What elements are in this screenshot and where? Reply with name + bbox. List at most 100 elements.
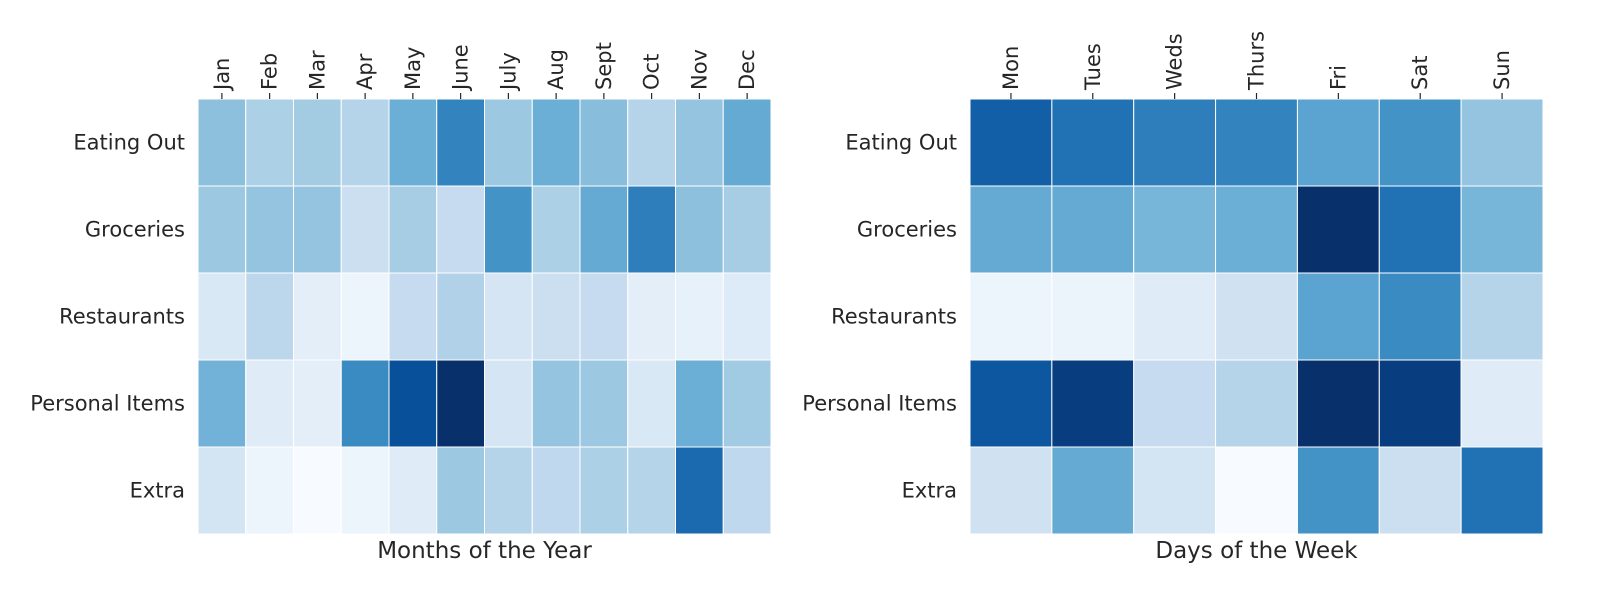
heatmap-cell-groceries-june bbox=[436, 185, 485, 274]
heatmap-cell-restaurants-may bbox=[388, 272, 438, 361]
x-tick-label-mon: Mon bbox=[999, 46, 1023, 90]
heatmap-cell-extra-tues bbox=[1051, 446, 1135, 535]
heatmap-cell-eating-out-thurs bbox=[1215, 98, 1298, 187]
heatmap-cell-personal-items-sept bbox=[579, 359, 629, 448]
heatmap-cell-personal-items-weds bbox=[1133, 359, 1217, 448]
y-tick-label-groceries: Groceries bbox=[857, 218, 957, 242]
heatmap-months-panel: Jan Feb Mar Apr May June July Aug Sept Oct Nov Dec E… bbox=[30, 42, 772, 564]
x-tick-label-thurs: Thurs bbox=[1245, 31, 1269, 91]
heatmap-cell-groceries-sept bbox=[579, 185, 629, 274]
heatmap-cell-extra-july bbox=[484, 446, 533, 535]
heatmap-cell-groceries-dec bbox=[722, 185, 772, 274]
x-tick-label-jan: Jan bbox=[210, 58, 234, 92]
heatmap-cell-personal-items-aug bbox=[531, 359, 581, 448]
heatmap-cell-eating-out-july bbox=[484, 98, 533, 187]
heatmap-cell-restaurants-sept bbox=[579, 272, 629, 361]
x-tick-label-fri: Fri bbox=[1326, 65, 1350, 90]
x-tick-label-weds: Weds bbox=[1163, 33, 1187, 90]
y-tick-label-extra: Extra bbox=[902, 479, 957, 503]
heatmap-cell-personal-items-fri bbox=[1296, 359, 1380, 448]
x-tick-label-sept: Sept bbox=[592, 42, 616, 90]
heatmap-cell-groceries-weds bbox=[1133, 185, 1217, 274]
heatmap-cell-extra-jan bbox=[197, 446, 247, 535]
heatmap-cell-personal-items-sun bbox=[1460, 359, 1544, 448]
heatmap-cell-extra-feb bbox=[245, 446, 294, 535]
y-tick-label-personal-items: Personal Items bbox=[30, 392, 185, 416]
heatmap-cell-restaurants-mar bbox=[293, 272, 342, 361]
heatmap-cell-groceries-july bbox=[484, 185, 533, 274]
heatmap-cell-groceries-fri bbox=[1296, 185, 1380, 274]
y-tick-label-restaurants: Restaurants bbox=[59, 305, 185, 329]
heatmap-cell-eating-out-sept bbox=[579, 98, 629, 187]
heatmap-cell-restaurants-fri bbox=[1296, 272, 1380, 361]
heatmap-cell-personal-items-mon bbox=[969, 359, 1053, 448]
heatmap-cell-eating-out-aug bbox=[531, 98, 581, 187]
heatmap-cell-extra-aug bbox=[531, 446, 581, 535]
heatmap-cell-groceries-sun bbox=[1460, 185, 1544, 274]
heatmap-cell-groceries-tues bbox=[1051, 185, 1135, 274]
y-tick-label-extra: Extra bbox=[130, 479, 185, 503]
x-tick-label-dec: Dec bbox=[735, 49, 759, 90]
heatmap-cell-eating-out-sat bbox=[1378, 98, 1462, 187]
heatmap-cell-groceries-may bbox=[388, 185, 438, 274]
heatmap-cell-personal-items-oct bbox=[627, 359, 676, 448]
heatmap-cell-extra-june bbox=[436, 446, 485, 535]
heatmap-cell-eating-out-oct bbox=[627, 98, 676, 187]
x-axis-label-months: Months of the Year bbox=[377, 538, 592, 564]
heatmap-cell-restaurants-mon bbox=[969, 272, 1053, 361]
heatmap-cell-extra-sun bbox=[1460, 446, 1544, 535]
heatmap-days-panel: Mon Tues Weds Thurs Fri Sat Sun Eating Out Groce… bbox=[802, 31, 1544, 564]
heatmap-cell-groceries-mar bbox=[293, 185, 342, 274]
heatmap-cell-extra-nov bbox=[675, 446, 724, 535]
heatmap-cell-eating-out-jan bbox=[197, 98, 247, 187]
heatmap-cell-extra-oct bbox=[627, 446, 676, 535]
heatmap-cell-extra-weds bbox=[1133, 446, 1217, 535]
heatmap-cell-extra-may bbox=[388, 446, 438, 535]
heatmap-cell-restaurants-dec bbox=[722, 272, 772, 361]
heatmap-cell-extra-dec bbox=[722, 446, 772, 535]
heatmap-cell-eating-out-june bbox=[436, 98, 485, 187]
x-tick-label-aug: Aug bbox=[544, 49, 568, 90]
heatmap-cell-eating-out-mar bbox=[293, 98, 342, 187]
heatmap-cell-personal-items-mar bbox=[293, 359, 342, 448]
heatmap-cell-personal-items-tues bbox=[1051, 359, 1135, 448]
x-tick-label-oct: Oct bbox=[640, 54, 664, 90]
x-tick-label-tues: Tues bbox=[1081, 43, 1105, 91]
x-tick-label-sun: Sun bbox=[1490, 50, 1514, 90]
heatmap-cell-restaurants-weds bbox=[1133, 272, 1217, 361]
heatmap-cell-extra-thurs bbox=[1215, 446, 1298, 535]
heatmap-cell-restaurants-feb bbox=[245, 272, 294, 361]
heatmap-cell-groceries-feb bbox=[245, 185, 294, 274]
x-tick-label-nov: Nov bbox=[687, 49, 711, 90]
heatmap-cell-groceries-jan bbox=[197, 185, 247, 274]
heatmap-cell-restaurants-thurs bbox=[1215, 272, 1298, 361]
heatmap-cell-eating-out-weds bbox=[1133, 98, 1217, 187]
heatmap-cell-eating-out-feb bbox=[245, 98, 294, 187]
heatmap-cell-extra-apr bbox=[340, 446, 390, 535]
y-tick-label-personal-items: Personal Items bbox=[802, 392, 957, 416]
heatmap-cell-restaurants-oct bbox=[627, 272, 676, 361]
heatmap-cell-extra-mon bbox=[969, 446, 1053, 535]
heatmap-cell-restaurants-tues bbox=[1051, 272, 1135, 361]
heatmap-cell-eating-out-may bbox=[388, 98, 438, 187]
heatmap-cell-restaurants-june bbox=[436, 272, 485, 361]
heatmap-cell-restaurants-july bbox=[484, 272, 533, 361]
heatmap-cell-personal-items-apr bbox=[340, 359, 390, 448]
x-tick-label-apr: Apr bbox=[353, 53, 377, 90]
heatmap-cell-groceries-sat bbox=[1378, 185, 1462, 274]
heatmap-cell-groceries-apr bbox=[340, 185, 390, 274]
heatmap-cell-extra-mar bbox=[293, 446, 342, 535]
heatmap-cell-eating-out-tues bbox=[1051, 98, 1135, 187]
heatmap-cell-personal-items-june bbox=[436, 359, 485, 448]
heatmap-cell-groceries-mon bbox=[969, 185, 1053, 274]
heatmap-cell-extra-sept bbox=[579, 446, 629, 535]
x-axis-label-days: Days of the Week bbox=[1155, 538, 1358, 564]
x-tick-label-july: July bbox=[496, 52, 520, 92]
heatmap-cell-groceries-thurs bbox=[1215, 185, 1298, 274]
heatmap-cell-eating-out-sun bbox=[1460, 98, 1544, 187]
heatmap-cell-eating-out-mon bbox=[969, 98, 1053, 187]
heatmap-cell-personal-items-may bbox=[388, 359, 438, 448]
heatmap-cell-personal-items-july bbox=[484, 359, 533, 448]
y-tick-label-eating-out: Eating Out bbox=[845, 131, 957, 155]
